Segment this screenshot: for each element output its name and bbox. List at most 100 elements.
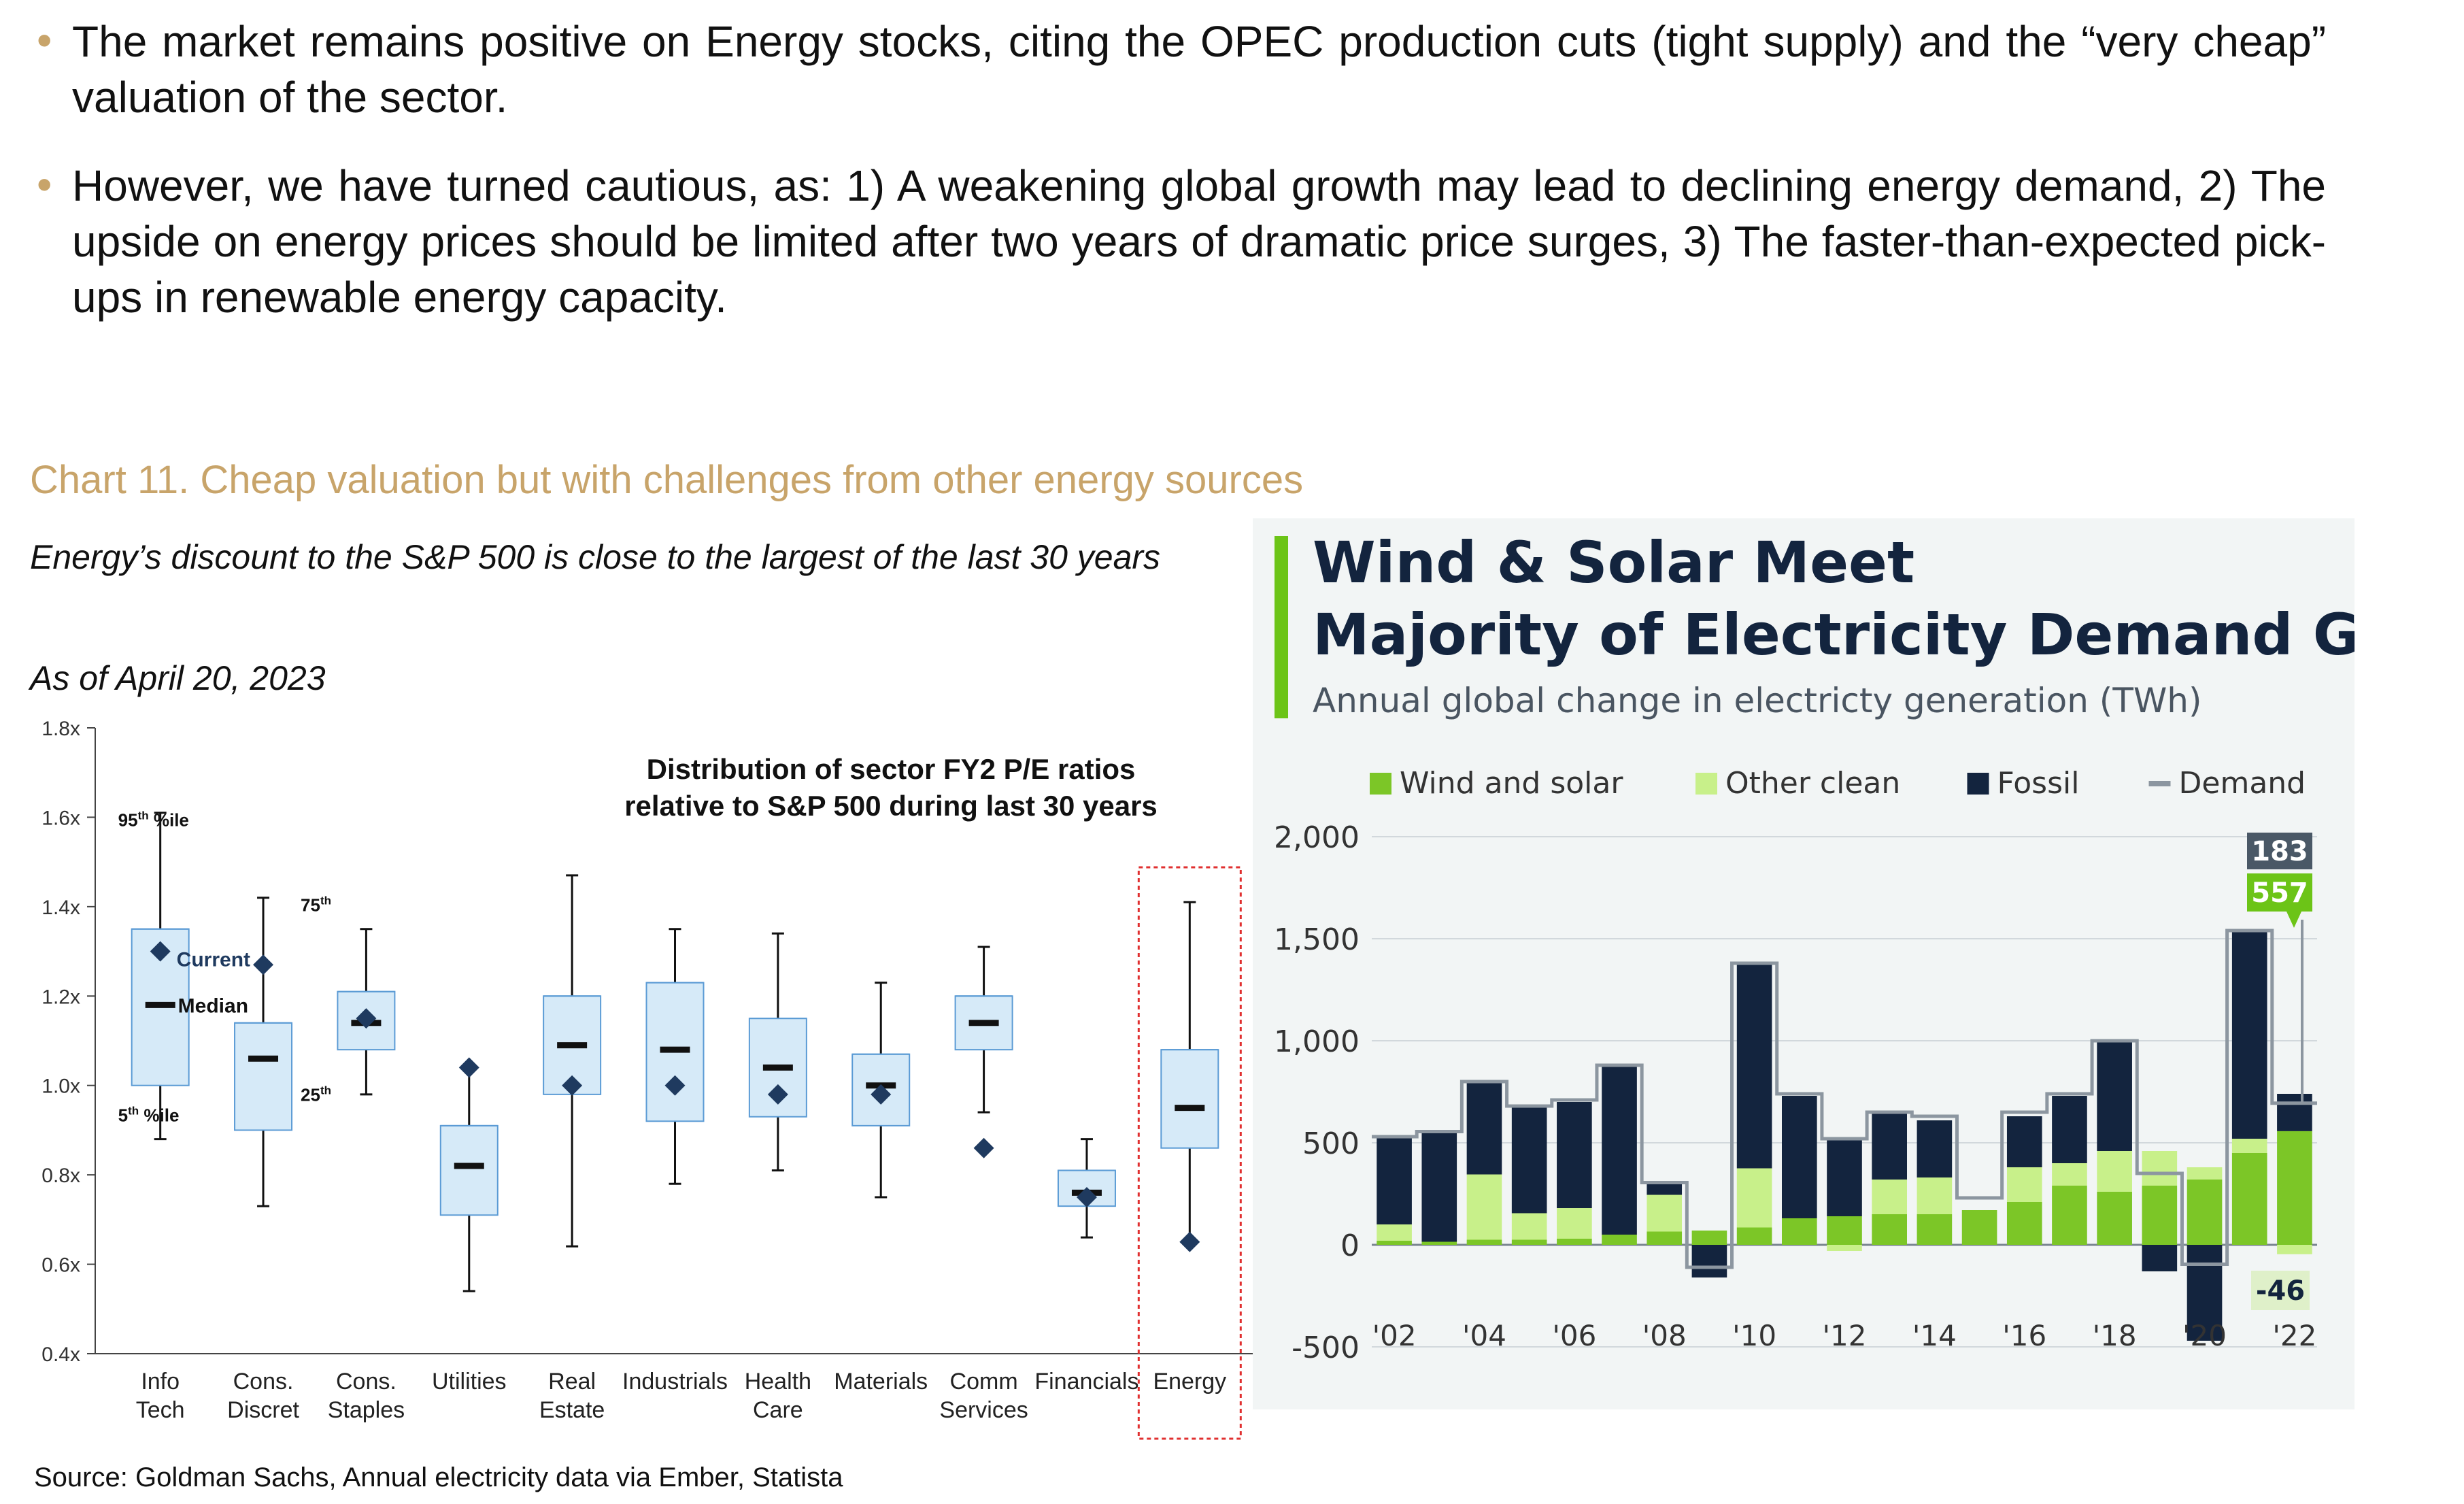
year-bar-group <box>1377 1137 1412 1245</box>
year-bar-group <box>2187 1167 2223 1341</box>
year-bar-group <box>2052 1096 2087 1245</box>
wind-solar-bar <box>1917 1214 1953 1245</box>
legend-swatch <box>1370 773 1391 795</box>
fossil-bar <box>2231 931 2267 1139</box>
current-marker <box>253 954 274 975</box>
sector-box-group <box>131 812 190 1141</box>
bullet-text: The market remains positive on Energy st… <box>72 17 2326 122</box>
year-bar-group <box>2231 931 2267 1245</box>
other-clean-bar <box>2231 1139 2267 1153</box>
median-annotation: Median <box>178 995 248 1017</box>
other-clean-bar <box>1466 1174 1502 1240</box>
fossil-bar <box>1511 1107 1547 1214</box>
wind-solar-bar <box>1647 1231 1683 1245</box>
legend-label: Wind and solar <box>1400 766 1623 801</box>
legend-swatch <box>1967 773 1989 795</box>
fossil-bar <box>2052 1096 2087 1163</box>
x-tick-label: '04 <box>1462 1319 1506 1352</box>
year-bar-group <box>2277 1094 2312 1245</box>
y-tick-label: 1.0x <box>41 1075 80 1098</box>
year-bar-group <box>1466 1082 1502 1245</box>
sector-label: Cons. <box>336 1369 396 1394</box>
sector-label: Health <box>745 1369 811 1394</box>
year-bar-group <box>1736 964 1772 1245</box>
x-tick-label: '16 <box>2002 1319 2046 1352</box>
wind-solar-bar <box>1602 1235 1637 1245</box>
x-tick-label: '20 <box>2182 1319 2227 1352</box>
current-annotation: Current <box>177 949 250 971</box>
year-bar-group <box>1691 1231 1727 1277</box>
title-accent-bar <box>1275 536 1288 718</box>
wind-solar-bar <box>1872 1214 1908 1245</box>
chart-title-line: Majority of Electricity Demand Growth <box>1313 601 2355 668</box>
other-clean-bar <box>1557 1208 1592 1239</box>
sector-box-group <box>748 932 807 1172</box>
year-bar-group <box>1872 1112 1908 1245</box>
year-bar-group <box>1511 1107 1547 1245</box>
current-marker <box>1076 1187 1097 1207</box>
sector-label: Utilities <box>432 1369 507 1394</box>
wind-solar-bar <box>1377 1241 1412 1245</box>
y-tick-label: 1,000 <box>1274 1024 1360 1059</box>
wind-solar-bar <box>2142 1186 2178 1245</box>
x-tick-label: '02 <box>1372 1319 1417 1352</box>
fossil-bar <box>1827 1139 1862 1216</box>
electricity-chart-panel: Wind & Solar Meet Majority of Electricity… <box>1253 518 2355 1409</box>
sector-box-group <box>954 946 1013 1158</box>
sector-label: Comm <box>950 1369 1018 1394</box>
y-tick-label: -500 <box>1292 1331 1360 1365</box>
sector-label: Materials <box>834 1369 928 1394</box>
wind-solar-bar <box>1557 1239 1592 1245</box>
y-tick-label: 1.8x <box>41 718 80 740</box>
iqr-box <box>234 1022 293 1131</box>
iqr-box <box>439 1124 499 1216</box>
wind-solar-bar <box>1511 1239 1547 1245</box>
chart-title-line: Distribution of sector FY2 P/E ratios <box>647 753 1136 785</box>
bullet-item: • The market remains positive on Energy … <box>27 14 2326 125</box>
demand-line <box>1372 929 2317 1269</box>
chart-title-line: Wind & Solar Meet <box>1313 529 1914 596</box>
legend-label: Demand <box>2179 766 2306 801</box>
wind-solar-bar <box>1736 1227 1772 1245</box>
legend-swatch <box>1695 773 1717 795</box>
sector-box-group <box>234 897 293 1207</box>
wind-solar-bar <box>1961 1210 1997 1245</box>
other-clean-bar <box>1736 1168 1772 1228</box>
chart-subtitle: Annual global change in electricty gener… <box>1313 681 2202 720</box>
percentile-annotation: 95th %ile <box>118 809 189 831</box>
other-clean-bar <box>2142 1151 2178 1186</box>
fossil-bar <box>1377 1137 1412 1224</box>
y-tick-label: 0.4x <box>41 1343 80 1366</box>
wind-solar-bar <box>2231 1153 2267 1245</box>
sector-label: Financials <box>1034 1369 1138 1394</box>
sector-label: Estate <box>539 1397 605 1423</box>
other-clean-bar <box>2277 1245 2312 1254</box>
legend-label: Fossil <box>1997 766 2080 801</box>
current-marker <box>973 1137 994 1158</box>
sector-label: Tech <box>136 1397 185 1423</box>
callout-label-other-clean: -46 <box>2256 1275 2305 1307</box>
chart-title: Chart 11. Cheap valuation but with chall… <box>30 458 1304 502</box>
wind-solar-bar <box>1781 1218 1817 1245</box>
sector-label: Info <box>141 1369 180 1394</box>
current-marker <box>458 1057 479 1078</box>
source-note: Source: Goldman Sachs, Annual electricit… <box>34 1463 843 1492</box>
fossil-bar <box>1917 1120 1953 1177</box>
year-bar-group <box>2142 1151 2178 1271</box>
year-bar-group <box>1827 1139 1862 1251</box>
current-marker <box>150 941 171 962</box>
sector-box-group <box>1160 901 1219 1252</box>
y-tick-label: 0.8x <box>41 1165 80 1187</box>
sector-box-group <box>337 928 396 1096</box>
percentile-annotation: 25th <box>301 1084 331 1105</box>
sector-label: Services <box>939 1397 1028 1423</box>
callout-pointer <box>2286 912 2301 928</box>
y-tick-label: 1.4x <box>41 897 80 919</box>
other-clean-bar <box>2052 1163 2087 1186</box>
x-tick-label: '12 <box>1823 1319 1867 1352</box>
other-clean-bar <box>1647 1194 1683 1232</box>
sector-label: Energy <box>1153 1369 1226 1394</box>
year-bar-group <box>1557 1102 1592 1245</box>
year-bar-group <box>2097 1041 2132 1245</box>
y-tick-label: 0 <box>1340 1229 1360 1263</box>
